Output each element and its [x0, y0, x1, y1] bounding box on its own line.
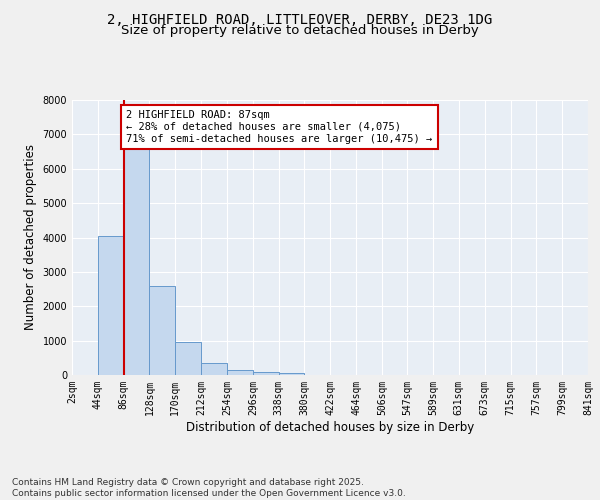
Text: 2 HIGHFIELD ROAD: 87sqm
← 28% of detached houses are smaller (4,075)
71% of semi: 2 HIGHFIELD ROAD: 87sqm ← 28% of detache…	[126, 110, 433, 144]
Bar	[278, 374, 304, 375]
Bar	[124, 146, 149, 375]
Text: Size of property relative to detached houses in Derby: Size of property relative to detached ho…	[121, 24, 479, 37]
Bar	[253, 372, 278, 375]
Bar	[227, 370, 253, 375]
Bar	[201, 363, 227, 375]
Text: 2, HIGHFIELD ROAD, LITTLEOVER, DERBY, DE23 1DG: 2, HIGHFIELD ROAD, LITTLEOVER, DERBY, DE…	[107, 12, 493, 26]
Bar	[149, 286, 175, 375]
Bar	[175, 342, 201, 375]
X-axis label: Distribution of detached houses by size in Derby: Distribution of detached houses by size …	[186, 420, 474, 434]
Bar	[98, 236, 124, 375]
Y-axis label: Number of detached properties: Number of detached properties	[24, 144, 37, 330]
Text: Contains HM Land Registry data © Crown copyright and database right 2025.
Contai: Contains HM Land Registry data © Crown c…	[12, 478, 406, 498]
